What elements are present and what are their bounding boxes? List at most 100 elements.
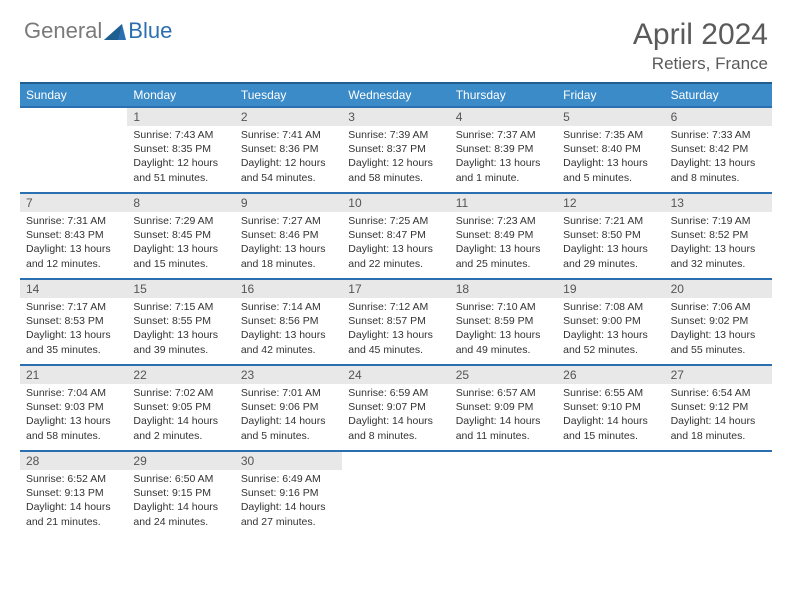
sunrise-text: Sunrise: 7:39 AM	[348, 128, 443, 142]
daylight2-text: and 58 minutes.	[26, 429, 121, 443]
day-cell: 20Sunrise: 7:06 AMSunset: 9:02 PMDayligh…	[665, 280, 772, 364]
sunset-text: Sunset: 8:35 PM	[133, 142, 228, 156]
sunrise-text: Sunrise: 6:49 AM	[241, 472, 336, 486]
day-cell: 2Sunrise: 7:41 AMSunset: 8:36 PMDaylight…	[235, 108, 342, 192]
day-body: Sunrise: 7:41 AMSunset: 8:36 PMDaylight:…	[235, 126, 342, 189]
day-body: Sunrise: 6:50 AMSunset: 9:15 PMDaylight:…	[127, 470, 234, 533]
day-number: 18	[450, 280, 557, 298]
day-body: Sunrise: 7:17 AMSunset: 8:53 PMDaylight:…	[20, 298, 127, 361]
week-row: 21Sunrise: 7:04 AMSunset: 9:03 PMDayligh…	[20, 364, 772, 450]
sunset-text: Sunset: 9:10 PM	[563, 400, 658, 414]
weekday-header: Thursday	[450, 84, 557, 106]
day-number: 15	[127, 280, 234, 298]
day-cell	[665, 452, 772, 536]
logo: General Blue	[24, 18, 172, 44]
day-body: Sunrise: 7:23 AMSunset: 8:49 PMDaylight:…	[450, 212, 557, 275]
daylight1-text: Daylight: 13 hours	[26, 328, 121, 342]
day-body: Sunrise: 7:39 AMSunset: 8:37 PMDaylight:…	[342, 126, 449, 189]
day-cell: 9Sunrise: 7:27 AMSunset: 8:46 PMDaylight…	[235, 194, 342, 278]
daylight1-text: Daylight: 12 hours	[241, 156, 336, 170]
day-body: Sunrise: 7:21 AMSunset: 8:50 PMDaylight:…	[557, 212, 664, 275]
day-body: Sunrise: 7:33 AMSunset: 8:42 PMDaylight:…	[665, 126, 772, 189]
daylight2-text: and 49 minutes.	[456, 343, 551, 357]
sunrise-text: Sunrise: 7:02 AM	[133, 386, 228, 400]
weekday-header: Tuesday	[235, 84, 342, 106]
sunrise-text: Sunrise: 7:19 AM	[671, 214, 766, 228]
day-number: 26	[557, 366, 664, 384]
day-number: 24	[342, 366, 449, 384]
day-number: 28	[20, 452, 127, 470]
weekday-header: Sunday	[20, 84, 127, 106]
day-body: Sunrise: 6:54 AMSunset: 9:12 PMDaylight:…	[665, 384, 772, 447]
day-number: 21	[20, 366, 127, 384]
daylight2-text: and 42 minutes.	[241, 343, 336, 357]
daylight2-text: and 15 minutes.	[563, 429, 658, 443]
daylight2-text: and 24 minutes.	[133, 515, 228, 529]
daylight1-text: Daylight: 13 hours	[26, 242, 121, 256]
daylight1-text: Daylight: 13 hours	[26, 414, 121, 428]
sunrise-text: Sunrise: 7:04 AM	[26, 386, 121, 400]
day-cell: 18Sunrise: 7:10 AMSunset: 8:59 PMDayligh…	[450, 280, 557, 364]
daylight2-text: and 12 minutes.	[26, 257, 121, 271]
day-cell: 30Sunrise: 6:49 AMSunset: 9:16 PMDayligh…	[235, 452, 342, 536]
day-body: Sunrise: 7:31 AMSunset: 8:43 PMDaylight:…	[20, 212, 127, 275]
daylight1-text: Daylight: 14 hours	[26, 500, 121, 514]
day-cell: 3Sunrise: 7:39 AMSunset: 8:37 PMDaylight…	[342, 108, 449, 192]
day-number: 23	[235, 366, 342, 384]
sunrise-text: Sunrise: 7:25 AM	[348, 214, 443, 228]
sunrise-text: Sunrise: 7:14 AM	[241, 300, 336, 314]
logo-word-general: General	[24, 18, 102, 44]
sunrise-text: Sunrise: 7:41 AM	[241, 128, 336, 142]
day-number: 17	[342, 280, 449, 298]
daylight1-text: Daylight: 13 hours	[563, 328, 658, 342]
day-body: Sunrise: 7:04 AMSunset: 9:03 PMDaylight:…	[20, 384, 127, 447]
daylight2-text: and 58 minutes.	[348, 171, 443, 185]
day-body: Sunrise: 6:59 AMSunset: 9:07 PMDaylight:…	[342, 384, 449, 447]
daylight1-text: Daylight: 14 hours	[241, 500, 336, 514]
day-body: Sunrise: 6:52 AMSunset: 9:13 PMDaylight:…	[20, 470, 127, 533]
day-cell: 14Sunrise: 7:17 AMSunset: 8:53 PMDayligh…	[20, 280, 127, 364]
day-number: 1	[127, 108, 234, 126]
daylight1-text: Daylight: 14 hours	[133, 414, 228, 428]
day-cell: 19Sunrise: 7:08 AMSunset: 9:00 PMDayligh…	[557, 280, 664, 364]
day-cell: 21Sunrise: 7:04 AMSunset: 9:03 PMDayligh…	[20, 366, 127, 450]
sunrise-text: Sunrise: 7:17 AM	[26, 300, 121, 314]
daylight1-text: Daylight: 13 hours	[241, 328, 336, 342]
daylight2-text: and 15 minutes.	[133, 257, 228, 271]
daylight2-text: and 2 minutes.	[133, 429, 228, 443]
sunrise-text: Sunrise: 6:50 AM	[133, 472, 228, 486]
day-cell: 23Sunrise: 7:01 AMSunset: 9:06 PMDayligh…	[235, 366, 342, 450]
sunrise-text: Sunrise: 6:54 AM	[671, 386, 766, 400]
day-number: 25	[450, 366, 557, 384]
sunset-text: Sunset: 9:09 PM	[456, 400, 551, 414]
sunrise-text: Sunrise: 7:37 AM	[456, 128, 551, 142]
sunset-text: Sunset: 8:59 PM	[456, 314, 551, 328]
daylight2-text: and 45 minutes.	[348, 343, 443, 357]
weekday-header: Wednesday	[342, 84, 449, 106]
daylight1-text: Daylight: 13 hours	[671, 156, 766, 170]
day-body: Sunrise: 6:49 AMSunset: 9:16 PMDaylight:…	[235, 470, 342, 533]
day-number: 27	[665, 366, 772, 384]
daylight2-text: and 8 minutes.	[348, 429, 443, 443]
page-title: April 2024	[633, 18, 768, 52]
day-body: Sunrise: 6:55 AMSunset: 9:10 PMDaylight:…	[557, 384, 664, 447]
sunset-text: Sunset: 8:45 PM	[133, 228, 228, 242]
sunset-text: Sunset: 8:47 PM	[348, 228, 443, 242]
sunrise-text: Sunrise: 7:29 AM	[133, 214, 228, 228]
day-body: Sunrise: 7:35 AMSunset: 8:40 PMDaylight:…	[557, 126, 664, 189]
daylight1-text: Daylight: 14 hours	[563, 414, 658, 428]
day-number: 8	[127, 194, 234, 212]
logo-word-blue: Blue	[128, 18, 172, 44]
daylight1-text: Daylight: 13 hours	[563, 156, 658, 170]
daylight2-text: and 52 minutes.	[563, 343, 658, 357]
daylight2-text: and 25 minutes.	[456, 257, 551, 271]
sunset-text: Sunset: 8:39 PM	[456, 142, 551, 156]
daylight2-text: and 55 minutes.	[671, 343, 766, 357]
daylight1-text: Daylight: 14 hours	[671, 414, 766, 428]
sunset-text: Sunset: 8:52 PM	[671, 228, 766, 242]
sunset-text: Sunset: 8:49 PM	[456, 228, 551, 242]
weekday-header: Friday	[557, 84, 664, 106]
daylight1-text: Daylight: 13 hours	[671, 328, 766, 342]
day-body: Sunrise: 7:08 AMSunset: 9:00 PMDaylight:…	[557, 298, 664, 361]
sunrise-text: Sunrise: 6:59 AM	[348, 386, 443, 400]
